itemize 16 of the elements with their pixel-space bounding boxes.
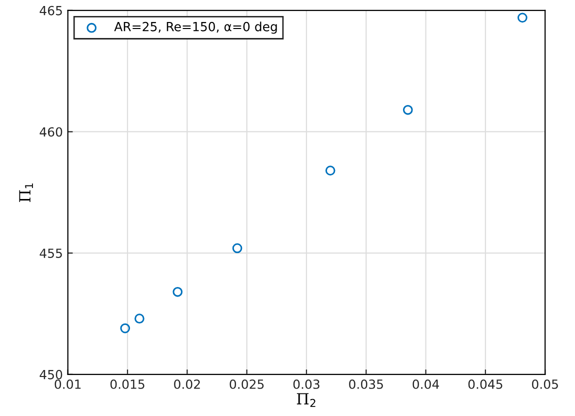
x-tick-label: 0.02 [174, 379, 200, 389]
y-tick-label: 460 [40, 127, 62, 137]
x-axis-title: Π$_{2}$ [296, 393, 316, 407]
x-tick-label: 0.01 [54, 379, 81, 389]
legend-label: AR=25, Re=150, α=0 deg [114, 22, 277, 34]
x-tick-label: 0.05 [532, 379, 558, 389]
x-tick-label: 0.025 [230, 379, 264, 389]
y-axis-title: Π$_{1}$ [19, 184, 33, 202]
x-tick-label: 0.04 [412, 379, 440, 389]
x-tick-label: 0.045 [468, 379, 502, 389]
y-tick-label: 450 [40, 370, 62, 380]
y-tick-label: 455 [40, 248, 62, 258]
x-tick-label: 0.03 [293, 379, 320, 389]
x-tick-label: 0.035 [349, 379, 383, 389]
y-tick-label: 465 [40, 6, 62, 16]
x-tick-label: 0.015 [110, 379, 144, 389]
